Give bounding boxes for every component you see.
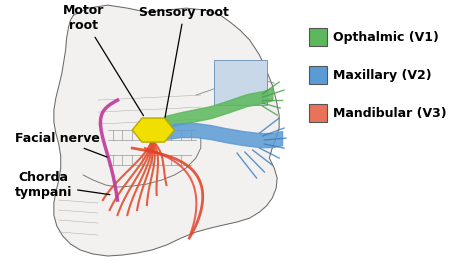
Text: Sensory root: Sensory root (139, 6, 229, 117)
Text: Chorda
tympani: Chorda tympani (15, 171, 110, 199)
Polygon shape (54, 5, 279, 256)
Text: Motor
root: Motor root (63, 4, 144, 116)
Polygon shape (132, 118, 174, 142)
Bar (310, 104, 327, 122)
Text: Facial nerve: Facial nerve (15, 132, 107, 157)
Bar (310, 28, 327, 46)
Bar (213, 60, 267, 105)
Text: Mandibular (V3): Mandibular (V3) (333, 107, 447, 120)
Text: Opthalmic (V1): Opthalmic (V1) (333, 31, 439, 44)
Text: Maxillary (V2): Maxillary (V2) (333, 69, 432, 81)
Bar (310, 66, 327, 84)
